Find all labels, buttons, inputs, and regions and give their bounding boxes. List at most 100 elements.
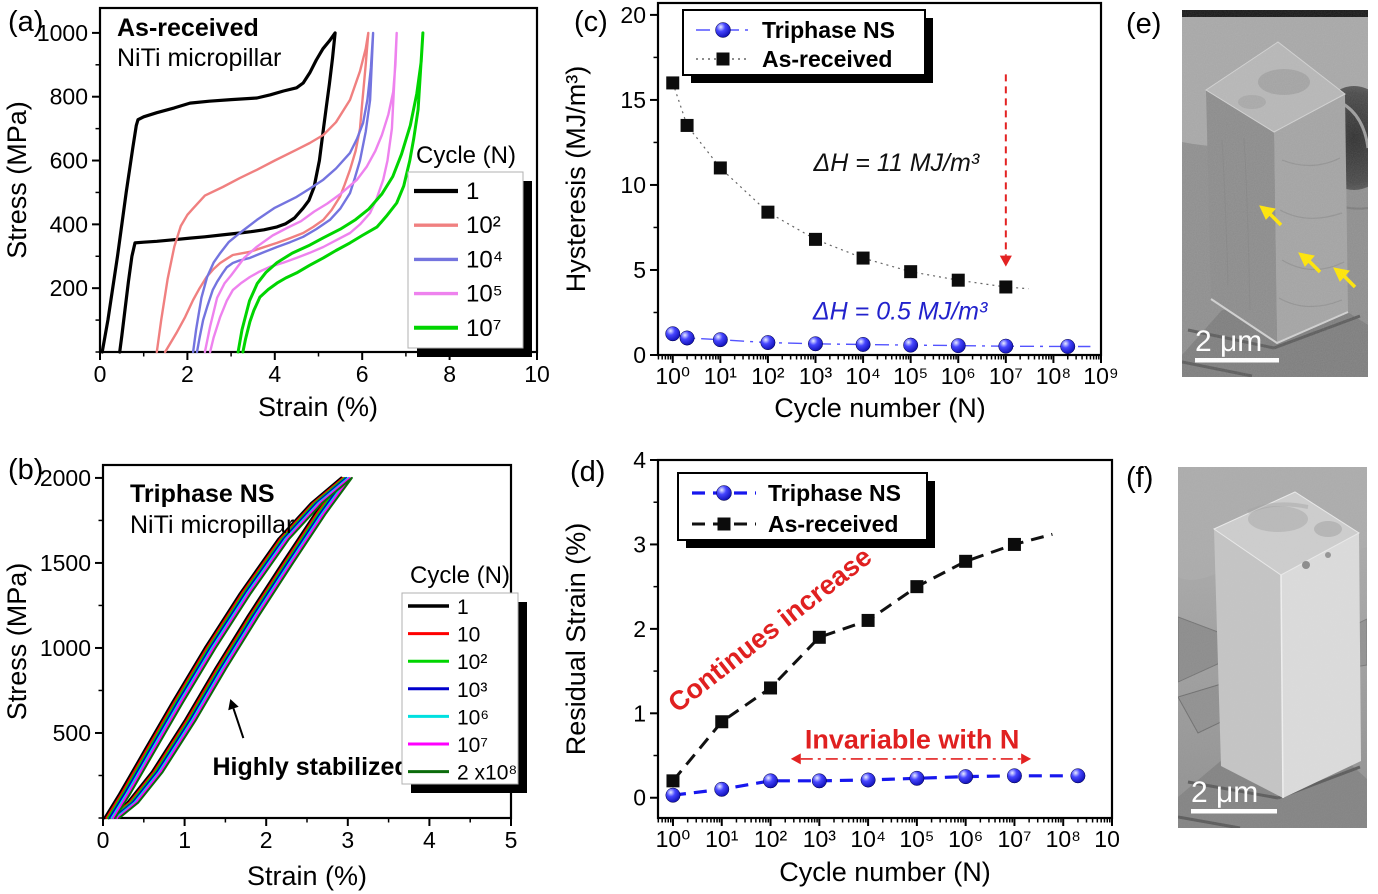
- x-tick-label: 10²: [754, 826, 788, 852]
- x-tick-label: 10⁸: [1046, 826, 1081, 852]
- y-tick-label: 20: [620, 2, 646, 28]
- chart-hysteresis-vs-cycles: 10⁰ 10¹ 10² 10³ 10⁴ 10⁵ 10⁶ 10⁷ 10⁸ 10⁹ 0 5 10 15 20 Cy…: [561, 1, 1119, 423]
- legend-entry-label: 10⁷: [457, 734, 488, 757]
- marker-sphere: [860, 772, 876, 788]
- legend-entry-label: 10⁵: [466, 281, 503, 308]
- plot-border: [656, 458, 1114, 820]
- y-axis-label: Hysteresis (MJ/m³): [561, 66, 591, 292]
- panel-subtitle: NiTi micropillar: [117, 44, 281, 72]
- y-tick-label: 200: [50, 275, 88, 301]
- x-axis-label: Strain (%): [247, 861, 367, 891]
- x-tick-label: 10⁰: [655, 363, 690, 389]
- legend-marker-square: [717, 517, 731, 531]
- sem-f-grain-overlay: [1178, 467, 1367, 828]
- y-tick-label: 1500: [40, 550, 91, 576]
- y-tick-label: 600: [50, 148, 88, 174]
- x-tick-label: 10⁷: [997, 826, 1031, 852]
- series-10²: [155, 31, 370, 354]
- series-10⁵: [203, 31, 398, 354]
- x-tick-label: 6: [356, 361, 369, 387]
- x-tick-label: 10⁴: [850, 826, 885, 852]
- x-axis-label: Strain (%): [258, 392, 378, 422]
- marker-square: [809, 232, 823, 246]
- marker-sphere: [714, 781, 730, 797]
- chart-residual-strain-vs-cycles: 10⁰ 10¹ 10² 10³ 10⁴ 10⁵ 10⁶ 10⁷ 10⁸ 10⁹ 0 1 2 3 4 Cycle…: [561, 447, 1120, 887]
- y-tick-label: 4: [633, 447, 646, 473]
- panel-label-f: (f): [1126, 462, 1154, 494]
- x-tick-label: 10⁰: [656, 826, 691, 852]
- series-10⁶: [110, 476, 350, 819]
- y-axis-label: Stress (MPa): [2, 563, 32, 721]
- series-1: [103, 476, 343, 820]
- series-10⁴: [191, 31, 375, 354]
- y-tick-label: 800: [50, 84, 88, 110]
- x-tick-label: 10¹: [704, 363, 738, 389]
- arrow-head: [790, 753, 801, 765]
- x-tick-label: 10⁵: [899, 826, 934, 852]
- x-tick-label: 10⁶: [941, 363, 976, 389]
- x-tick-label: 0: [94, 361, 107, 387]
- panel-label-e: (e): [1126, 8, 1162, 40]
- y-tick-label: 1000: [40, 635, 91, 661]
- series-10: [105, 476, 344, 819]
- y-tick-label: 10: [620, 172, 646, 198]
- x-tick-label: 4: [423, 827, 436, 853]
- marker-sphere: [903, 337, 919, 353]
- annotation: ΔH = 0.5 MJ/m³: [812, 298, 988, 326]
- marker-square: [764, 681, 778, 695]
- x-tick-label: 1: [178, 827, 191, 853]
- legend-entry-label: 10: [457, 624, 480, 647]
- series-line-As-received: [672, 82, 1029, 290]
- marker-sphere: [1006, 768, 1022, 784]
- x-tick-label: 0: [97, 827, 110, 853]
- marker-sphere: [958, 769, 974, 785]
- x-tick-label: 2: [181, 361, 194, 387]
- marker-sphere: [811, 773, 827, 789]
- y-tick-label: 0: [633, 785, 646, 811]
- y-tick-label: 3: [633, 531, 646, 557]
- x-tick-label: 10⁵: [893, 363, 928, 389]
- marker-square: [861, 613, 875, 627]
- marker-square: [904, 265, 918, 279]
- series-line-Triphase NS: [672, 333, 1091, 348]
- legend-box: [677, 472, 928, 541]
- series-10³: [108, 476, 348, 819]
- marker-sphere: [855, 337, 871, 352]
- legend-title: Cycle (N): [410, 562, 510, 589]
- y-tick-label: 1000: [37, 20, 88, 46]
- x-tick-label: 4: [268, 361, 281, 387]
- legend-title: Cycle (N): [416, 142, 516, 169]
- legend-entry-label: 10⁷: [466, 315, 501, 342]
- y-tick-label: 1: [633, 700, 646, 726]
- x-tick-label: 10³: [803, 826, 837, 852]
- chart-stress-strain-as-received: 0 2 4 6 8 10 200 400 600 800 1000 Strain (%) Stress …: [2, 6, 550, 422]
- series-1: [100, 31, 337, 354]
- arrow-head: [1021, 753, 1032, 765]
- x-tick-label: 10²: [751, 363, 785, 389]
- marker-sphere: [1070, 768, 1086, 784]
- legend-entry-label: As-received: [768, 511, 898, 537]
- annotation-arrow: [232, 708, 245, 739]
- marker-sphere: [998, 338, 1014, 354]
- marker-square: [761, 205, 775, 219]
- x-axis-label: Cycle number (N): [779, 857, 991, 887]
- marker-sphere: [808, 336, 823, 352]
- legend-entry-label: As-received: [762, 46, 892, 72]
- panel-label-b: (b): [8, 454, 44, 486]
- marker-sphere: [760, 335, 776, 351]
- series-10⁷: [236, 31, 425, 354]
- marker-sphere: [909, 770, 925, 786]
- panel-title: Triphase NS: [130, 480, 275, 508]
- marker-square: [951, 273, 965, 287]
- sem-image-triphase-pillar: 2 μm: [1178, 467, 1367, 828]
- legend-marker-sphere: [715, 22, 731, 38]
- legend-entry-label: 10²: [457, 651, 487, 674]
- x-tick-label: 10¹: [705, 826, 739, 852]
- marker-sphere: [712, 332, 728, 348]
- marker-sphere: [763, 773, 778, 789]
- x-tick-label: 2: [260, 827, 273, 853]
- x-tick-label: 8: [443, 361, 456, 387]
- x-tick-label: 10: [524, 361, 550, 387]
- marker-square: [715, 715, 729, 729]
